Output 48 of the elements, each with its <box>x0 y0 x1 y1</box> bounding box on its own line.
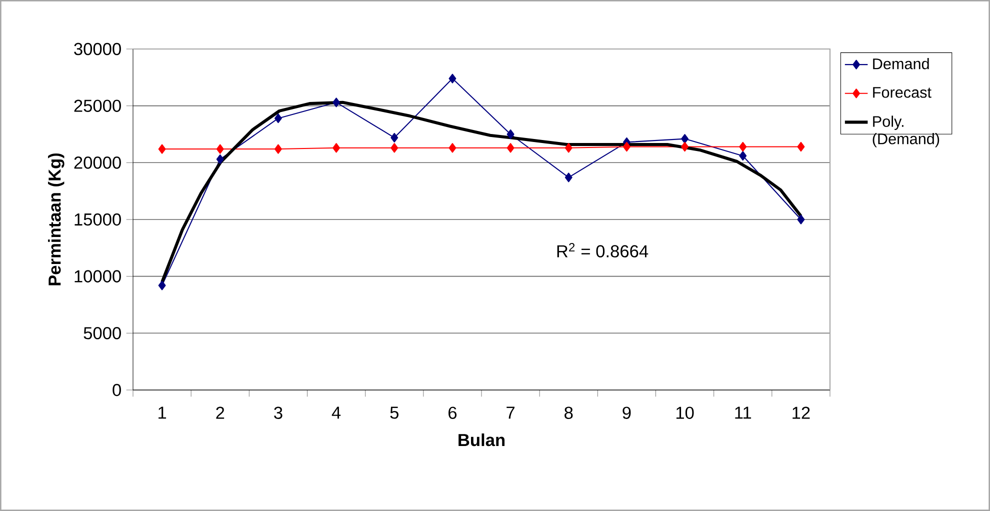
x-tick-label: 8 <box>564 406 573 419</box>
point <box>739 151 747 161</box>
point <box>797 214 805 224</box>
point <box>564 172 572 182</box>
y-axis-title: Permintaan (Kg) <box>48 153 64 286</box>
point <box>216 144 224 154</box>
y-tick-label: 10000 <box>74 270 121 282</box>
point <box>332 98 340 108</box>
point <box>506 129 514 140</box>
legend-label: Forecast <box>873 87 932 98</box>
y-tick-label: 25000 <box>74 100 121 112</box>
x-axis-title: Bulan <box>458 433 505 446</box>
point <box>564 143 572 153</box>
point <box>739 142 747 152</box>
y-tick-label: 0 <box>112 384 121 396</box>
annotation: R$^{2}$ = 0.8664 <box>557 242 648 258</box>
point <box>506 143 514 153</box>
point <box>216 154 224 164</box>
x-tick-label: 2 <box>216 406 224 419</box>
point <box>622 142 630 152</box>
y-tick-label: 30000 <box>74 42 121 56</box>
y-tick-label: 20000 <box>74 156 121 169</box>
x-tick-label: 7 <box>506 406 514 419</box>
point <box>274 114 282 124</box>
legend-label: Poly. (Demand) <box>872 116 940 148</box>
x-tick-label: 1 <box>158 406 166 419</box>
x-tick-label: 9 <box>622 406 631 419</box>
point <box>448 143 456 153</box>
x-tick-label: 5 <box>390 406 398 419</box>
x-tick-label: 10 <box>676 406 694 419</box>
x-tick-label: 11 <box>735 406 752 419</box>
x-tick-label: 3 <box>274 406 282 419</box>
legend-label: Demand <box>873 58 929 70</box>
point <box>390 132 398 142</box>
point <box>390 143 398 153</box>
x-tick-label: 12 <box>792 406 810 419</box>
x-tick-label: 4 <box>332 406 341 419</box>
y-tick-label: 5000 <box>84 327 121 340</box>
point <box>332 143 340 153</box>
point <box>681 134 689 144</box>
point <box>158 280 166 290</box>
y-tick-label: 15000 <box>74 213 121 226</box>
point <box>158 144 166 154</box>
point <box>797 142 805 152</box>
point <box>448 74 456 84</box>
point <box>274 144 282 154</box>
x-tick-label: 6 <box>448 406 457 419</box>
point <box>681 142 689 152</box>
